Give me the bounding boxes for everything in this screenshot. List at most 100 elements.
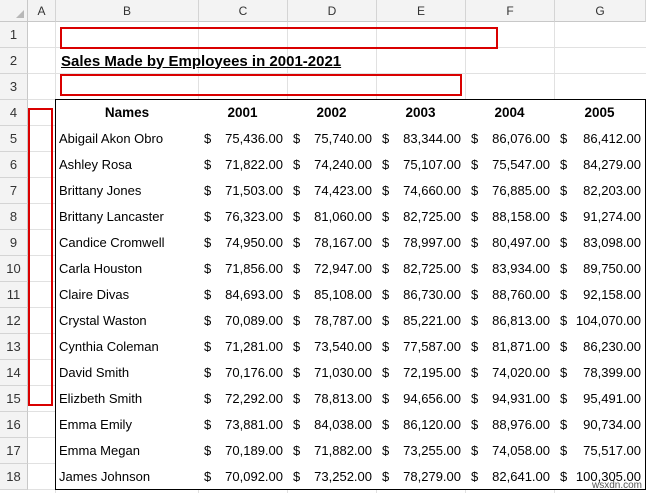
select-all-corner[interactable] [0,0,28,22]
sales-value-cell[interactable]: $82,725.00 [376,203,466,230]
sales-value-cell[interactable]: $70,189.00 [198,437,288,464]
sales-value-cell[interactable]: $104,070.00 [554,307,646,334]
row-header-10[interactable]: 10 [0,256,28,282]
sales-value-cell[interactable]: $70,092.00 [198,463,288,490]
sales-value-cell[interactable]: $83,934.00 [465,255,555,282]
row-header-17[interactable]: 17 [0,438,28,464]
employee-name-cell[interactable]: Brittany Jones [55,177,199,204]
sales-value-cell[interactable]: $95,491.00 [554,385,646,412]
sales-value-cell[interactable]: $72,947.00 [287,255,377,282]
sales-value-cell[interactable]: $76,885.00 [465,177,555,204]
sales-value-cell[interactable]: $75,740.00 [287,125,377,152]
sales-value-cell[interactable]: $86,230.00 [554,333,646,360]
employee-name-cell[interactable]: David Smith [55,359,199,386]
sales-value-cell[interactable]: $81,060.00 [287,203,377,230]
sales-value-cell[interactable]: $90,734.00 [554,411,646,438]
sales-value-cell[interactable]: $73,881.00 [198,411,288,438]
employee-name-cell[interactable]: Cynthia Coleman [55,333,199,360]
sales-value-cell[interactable]: $73,255.00 [376,437,466,464]
sales-value-cell[interactable]: $89,750.00 [554,255,646,282]
sales-value-cell[interactable]: $84,038.00 [287,411,377,438]
row-header-15[interactable]: 15 [0,386,28,412]
sales-value-cell[interactable]: $94,656.00 [376,385,466,412]
sales-value-cell[interactable]: $71,882.00 [287,437,377,464]
table-header-cell[interactable]: 2002 [287,99,377,126]
sales-value-cell[interactable]: $80,497.00 [465,229,555,256]
sales-value-cell[interactable]: $71,030.00 [287,359,377,386]
row-header-5[interactable]: 5 [0,126,28,152]
employee-name-cell[interactable]: Carla Houston [55,255,199,282]
employee-name-cell[interactable]: Brittany Lancaster [55,203,199,230]
sales-value-cell[interactable]: $88,760.00 [465,281,555,308]
sales-value-cell[interactable]: $86,076.00 [465,125,555,152]
column-header-e[interactable]: E [377,0,466,22]
table-header-cell[interactable]: 2003 [376,99,466,126]
sales-value-cell[interactable]: $75,436.00 [198,125,288,152]
sales-value-cell[interactable]: $78,167.00 [287,229,377,256]
employee-name-cell[interactable]: Elizbeth Smith [55,385,199,412]
row-header-13[interactable]: 13 [0,334,28,360]
employee-name-cell[interactable]: Emma Megan [55,437,199,464]
sales-value-cell[interactable]: $74,020.00 [465,359,555,386]
employee-name-cell[interactable]: Emma Emily [55,411,199,438]
row-header-8[interactable]: 8 [0,204,28,230]
column-header-d[interactable]: D [288,0,377,22]
sales-value-cell[interactable]: $83,098.00 [554,229,646,256]
sales-value-cell[interactable]: $86,813.00 [465,307,555,334]
row-header-11[interactable]: 11 [0,282,28,308]
sales-value-cell[interactable]: $74,240.00 [287,151,377,178]
sales-value-cell[interactable]: $78,787.00 [287,307,377,334]
table-header-cell[interactable]: Names [55,99,199,126]
sales-value-cell[interactable]: $70,176.00 [198,359,288,386]
sales-value-cell[interactable]: $86,412.00 [554,125,646,152]
sales-value-cell[interactable]: $74,950.00 [198,229,288,256]
row-header-18[interactable]: 18 [0,464,28,490]
sales-value-cell[interactable]: $74,423.00 [287,177,377,204]
employee-name-cell[interactable]: Abigail Akon Obro [55,125,199,152]
sales-value-cell[interactable]: $82,641.00 [465,463,555,490]
sales-value-cell[interactable]: $85,108.00 [287,281,377,308]
sales-value-cell[interactable]: $81,871.00 [465,333,555,360]
sales-value-cell[interactable]: $71,822.00 [198,151,288,178]
sales-value-cell[interactable]: $91,274.00 [554,203,646,230]
sales-value-cell[interactable]: $84,279.00 [554,151,646,178]
sales-value-cell[interactable]: $78,997.00 [376,229,466,256]
sales-value-cell[interactable]: $86,730.00 [376,281,466,308]
table-header-cell[interactable]: 2004 [465,99,555,126]
row-header-1[interactable]: 1 [0,22,28,48]
sales-value-cell[interactable]: $78,279.00 [376,463,466,490]
sales-value-cell[interactable]: $75,547.00 [465,151,555,178]
sales-value-cell[interactable]: $86,120.00 [376,411,466,438]
sales-value-cell[interactable]: $73,540.00 [287,333,377,360]
sales-value-cell[interactable]: $82,203.00 [554,177,646,204]
sales-value-cell[interactable]: $72,195.00 [376,359,466,386]
sales-value-cell[interactable]: $100,305.00 [554,463,646,490]
sales-value-cell[interactable]: $78,399.00 [554,359,646,386]
row-header-6[interactable]: 6 [0,152,28,178]
row-header-2[interactable]: 2 [0,48,28,74]
sales-value-cell[interactable]: $75,517.00 [554,437,646,464]
table-header-cell[interactable]: 2005 [554,99,646,126]
row-header-16[interactable]: 16 [0,412,28,438]
sales-value-cell[interactable]: $76,323.00 [198,203,288,230]
sales-value-cell[interactable]: $83,344.00 [376,125,466,152]
employee-name-cell[interactable]: James Johnson [55,463,199,490]
sales-value-cell[interactable]: $74,660.00 [376,177,466,204]
employee-name-cell[interactable]: Claire Divas [55,281,199,308]
table-header-cell[interactable]: 2001 [198,99,288,126]
row-header-12[interactable]: 12 [0,308,28,334]
sales-value-cell[interactable]: $88,976.00 [465,411,555,438]
sales-value-cell[interactable]: $84,693.00 [198,281,288,308]
sales-value-cell[interactable]: $85,221.00 [376,307,466,334]
employee-name-cell[interactable]: Ashley Rosa [55,151,199,178]
sales-value-cell[interactable]: $88,158.00 [465,203,555,230]
column-header-b[interactable]: B [56,0,199,22]
sales-value-cell[interactable]: $75,107.00 [376,151,466,178]
sales-value-cell[interactable]: $82,725.00 [376,255,466,282]
sales-value-cell[interactable]: $70,089.00 [198,307,288,334]
column-header-c[interactable]: C [199,0,288,22]
row-header-7[interactable]: 7 [0,178,28,204]
sales-value-cell[interactable]: $71,856.00 [198,255,288,282]
row-header-3[interactable]: 3 [0,74,28,100]
